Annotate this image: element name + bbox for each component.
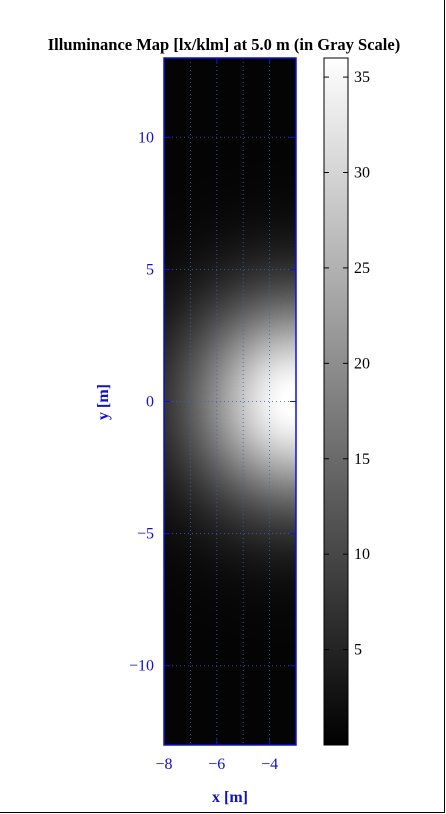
colorbar-tick-label: 10 xyxy=(354,546,370,563)
y-axis-label: y [m] xyxy=(95,384,112,420)
x-tick-label: −4 xyxy=(261,756,278,773)
colorbar-tick-label: 5 xyxy=(354,642,362,659)
colorbar-tick-label: 25 xyxy=(354,260,370,277)
heatmap-area xyxy=(164,58,296,745)
y-tick-label: 0 xyxy=(146,394,154,411)
y-tick-label: −10 xyxy=(129,658,154,675)
colorbar xyxy=(323,57,349,746)
x-tick-label: −6 xyxy=(208,756,225,773)
chart-title: Illuminance Map [lx/klm] at 5.0 m (in Gr… xyxy=(48,35,400,54)
colorbar-tick-label: 15 xyxy=(354,451,370,468)
heatmap-canvas xyxy=(164,58,296,745)
x-tick-label: −8 xyxy=(155,756,172,773)
y-tick-label: 10 xyxy=(138,129,154,146)
colorbar-tick-label: 30 xyxy=(354,165,370,182)
colorbar-ticks: 35 30 25 20 15 10 5 xyxy=(324,69,370,659)
y-tick-label: 5 xyxy=(146,261,154,278)
y-axis-ticks: 10 5 0 −5 −10 xyxy=(129,129,296,675)
grid-lines xyxy=(164,58,296,745)
x-axis-ticks: −8 −6 −4 xyxy=(155,58,278,773)
y-tick-label: −5 xyxy=(137,526,154,543)
x-axis-label: x [m] xyxy=(212,789,248,806)
colorbar-tick-label: 20 xyxy=(354,355,370,372)
colorbar-tick-label: 35 xyxy=(354,69,370,86)
